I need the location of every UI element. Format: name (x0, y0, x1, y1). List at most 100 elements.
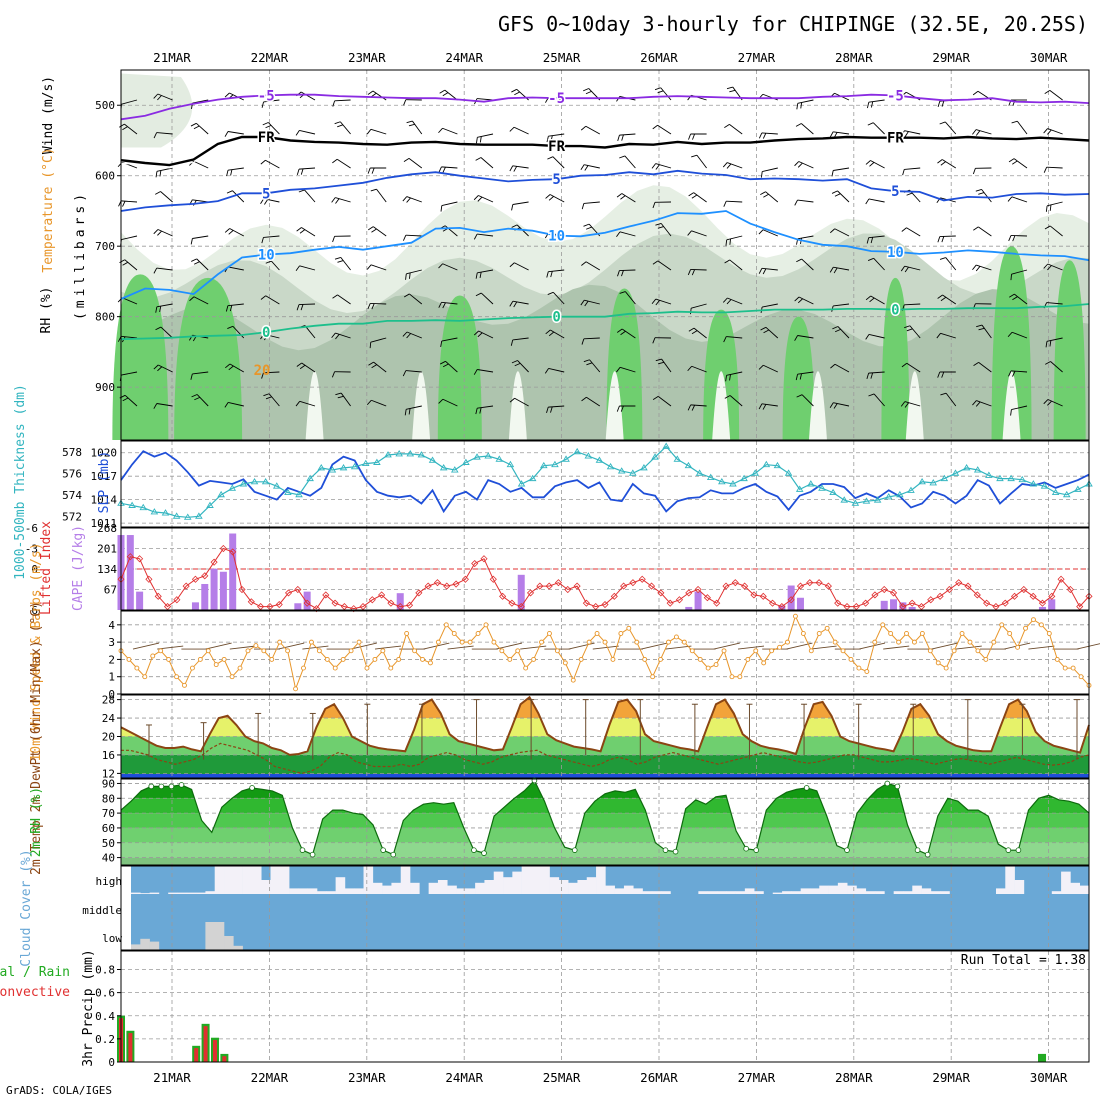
wind-barb (263, 371, 280, 374)
thickness-marker (150, 508, 159, 515)
wind-speed-marker (515, 648, 521, 654)
thickness-marker (829, 488, 837, 496)
wind-barb-feather (691, 330, 698, 335)
rh-90-blob (782, 316, 815, 440)
wind-barb-feather (119, 259, 125, 264)
wind-barb-feather (726, 163, 732, 169)
wind-barb-feather (1043, 128, 1048, 134)
high-cloud-bar (400, 866, 411, 894)
low-cloud-bar (224, 936, 234, 950)
isotherm-label: FR (548, 139, 565, 155)
wind-barb-feather (1045, 361, 1051, 365)
wind-speed-marker (705, 665, 711, 671)
wind-barb (1049, 225, 1063, 237)
wind-barb-feather (226, 190, 233, 194)
pressure-tick-label: 500 (95, 99, 115, 112)
wind-barb (762, 303, 778, 308)
wind-barb (763, 364, 778, 373)
wind-barb-feather (829, 228, 836, 234)
wind-barb (441, 201, 458, 207)
high-cloud-bar (503, 877, 513, 894)
wind-barb-feather (442, 166, 446, 173)
wind-barb-feather (331, 332, 336, 339)
high-cloud-bar (391, 882, 402, 894)
wind-barb (160, 191, 173, 203)
date-label-top: 30MAR (1030, 50, 1068, 65)
wind-speed-marker (689, 648, 695, 654)
wind-barb (299, 129, 316, 135)
cape-bar (685, 606, 693, 610)
wind-barb (477, 98, 494, 101)
high-cloud-bar (698, 891, 708, 894)
thickness-marker (406, 450, 415, 457)
pressure-tick-label: 900 (95, 381, 115, 394)
wind-barb-feather (369, 342, 372, 349)
high-cloud-bar (912, 885, 922, 894)
wind-barb-feather (688, 192, 694, 197)
wind-barb (833, 131, 850, 135)
wind-barb (513, 126, 529, 135)
wind-speed-marker (158, 648, 164, 654)
wind-barb (619, 366, 636, 373)
panel-frame (120, 865, 1090, 951)
wind-barb-feather (479, 271, 482, 279)
surface-wind-barb (713, 642, 740, 650)
wind-barb (1049, 90, 1063, 101)
rh-marker (753, 847, 760, 853)
wind-barb-feather (722, 297, 728, 303)
high-cloud-bar (614, 888, 625, 894)
surface-wind-barb (205, 642, 232, 650)
panel-precipitation: 0 0.2 0.4 0.6 0.8 Run Total = 1.38 (95, 950, 1090, 1069)
wind-speed-marker (713, 662, 719, 668)
wind-barb-feather (367, 226, 374, 231)
wind-barb-feather (796, 394, 803, 398)
wind-barb-feather (1047, 265, 1052, 271)
wind-barb-feather (546, 406, 549, 413)
wind-barb-feather (438, 398, 444, 404)
wind-speed-marker (666, 639, 671, 645)
wind-tick-label: 2 (108, 653, 115, 666)
wind-barb (480, 157, 494, 169)
wind-barb-feather (371, 167, 375, 174)
wind-barb (655, 163, 672, 169)
wind-barb-feather (477, 332, 483, 338)
wind-speed-marker (221, 656, 227, 662)
wind-barb (975, 129, 992, 135)
high-cloud-bar (716, 891, 727, 894)
high-cloud-bar (354, 888, 364, 894)
dry-column (605, 371, 624, 440)
cape-bar (210, 568, 218, 610)
surface-wind-barb (665, 645, 692, 650)
wind-speed-marker (840, 648, 846, 654)
isotherm-line (120, 210, 1090, 300)
wind-barb-feather (191, 258, 197, 262)
wind-barb-feather (405, 273, 407, 280)
rh2m-axis-label: 2m RH (%) (29, 787, 44, 857)
wind-barb-feather (224, 92, 230, 98)
wind-speed-marker (911, 639, 917, 645)
lifted-index-marker (294, 585, 302, 594)
cape-bar (1038, 606, 1046, 610)
wind-barb (477, 269, 494, 274)
wind-barb-feather (691, 194, 698, 199)
thickness-marker (239, 480, 248, 487)
wind-barb-feather (937, 294, 943, 299)
thickness-marker (629, 469, 637, 476)
thickness-marker (183, 513, 192, 520)
wind-barb-feather (1010, 274, 1012, 281)
wind-barb-feather (651, 163, 656, 169)
wind-barb (906, 362, 921, 373)
wind-axis-label: Wind (m/s) (41, 76, 56, 154)
wind-barb-feather (442, 302, 446, 309)
high-cloud-bar (205, 891, 216, 894)
high-cloud-bar (995, 888, 1006, 894)
wind-barb (978, 226, 992, 237)
lifted-index-marker (713, 599, 721, 607)
wind-barb (406, 196, 422, 203)
lifted-index-marker (741, 582, 749, 590)
high-cloud-bar (279, 866, 290, 894)
thickness-marker (962, 464, 971, 471)
wind-speed-marker (459, 639, 465, 645)
wind-barb-feather (973, 226, 979, 231)
wind-barb-feather (545, 329, 551, 335)
